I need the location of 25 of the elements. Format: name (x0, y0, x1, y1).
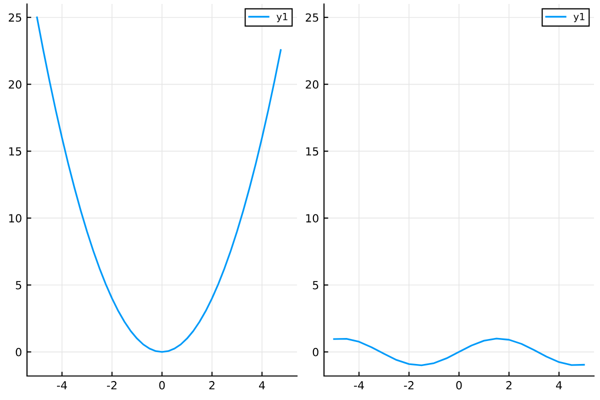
y-tick-label: 20 (8, 80, 22, 89)
y-tick-label: 0 (16, 348, 22, 356)
x-tick-label: 0 (159, 381, 165, 390)
x-tick-label: 0 (456, 381, 462, 390)
y-tick-label: 15 (306, 147, 318, 156)
legend-label: y1 (574, 13, 584, 22)
x-tick-label: 2 (506, 381, 512, 390)
x-tick-label: -4 (57, 381, 67, 390)
y-tick-label: 0 (312, 348, 318, 356)
y-tick-label: 25 (306, 13, 318, 22)
y-tick-label: 5 (16, 281, 22, 290)
x-tick-label: -2 (107, 381, 116, 390)
x-tick-label: 4 (259, 381, 265, 390)
x-tick-label: -4 (354, 381, 364, 390)
y-tick-label: 25 (8, 13, 22, 22)
x-tick-label: 4 (556, 381, 562, 390)
y-tick-label: 10 (9, 214, 22, 222)
y-tick-label: 10 (306, 214, 318, 222)
y-tick-label: 15 (9, 147, 22, 156)
x-tick-label: -2 (404, 381, 414, 390)
line-series (333, 338, 585, 366)
y-tick-label: 5 (312, 281, 318, 290)
legend-label: y1 (276, 13, 288, 22)
x-tick-label: 2 (209, 381, 214, 390)
y-tick-label: 20 (306, 80, 318, 89)
